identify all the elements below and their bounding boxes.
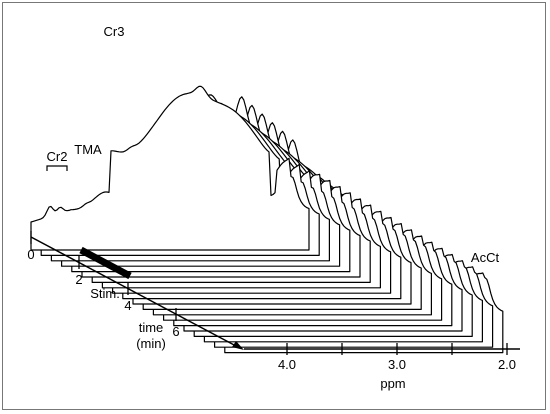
- ppm-tick-label: 3.0: [388, 357, 406, 372]
- time-tick-label: 6: [172, 324, 179, 339]
- stimulus-indicator: Stim.: [79, 246, 132, 301]
- ppm-axis-label: ppm: [380, 376, 405, 391]
- time-axis-label-line1: time: [139, 320, 164, 335]
- time-axis-line: [30, 236, 237, 347]
- stimulus-label: Stim.: [90, 286, 120, 301]
- cr2-bracket: [46, 165, 68, 171]
- stimulus-bar: [79, 246, 132, 280]
- ppm-axis: 4.0 3.0 2.0 ppm: [244, 343, 520, 391]
- spectra-traces: [30, 85, 504, 354]
- time-axis-label-line2: (min): [136, 336, 166, 351]
- time-axis-arrowhead: [232, 341, 244, 350]
- cr3-label: Cr3: [104, 24, 125, 39]
- tma-label: TMA: [74, 142, 102, 157]
- time-tick-label: 4: [124, 298, 131, 313]
- peak-labels: Cr2 TMA Cr3 AcCt: [46, 24, 500, 265]
- spectrum-trace: [30, 85, 310, 251]
- ppm-tick-label: 4.0: [278, 357, 296, 372]
- time-tick-label: 2: [75, 272, 82, 287]
- time-tick-label: 0: [27, 247, 34, 262]
- cr2-label: Cr2: [47, 149, 68, 164]
- time-axis: 0 2 4 6 time (min): [27, 231, 244, 351]
- ppm-tick-label: 2.0: [498, 357, 516, 372]
- acct-label: AcCt: [471, 250, 500, 265]
